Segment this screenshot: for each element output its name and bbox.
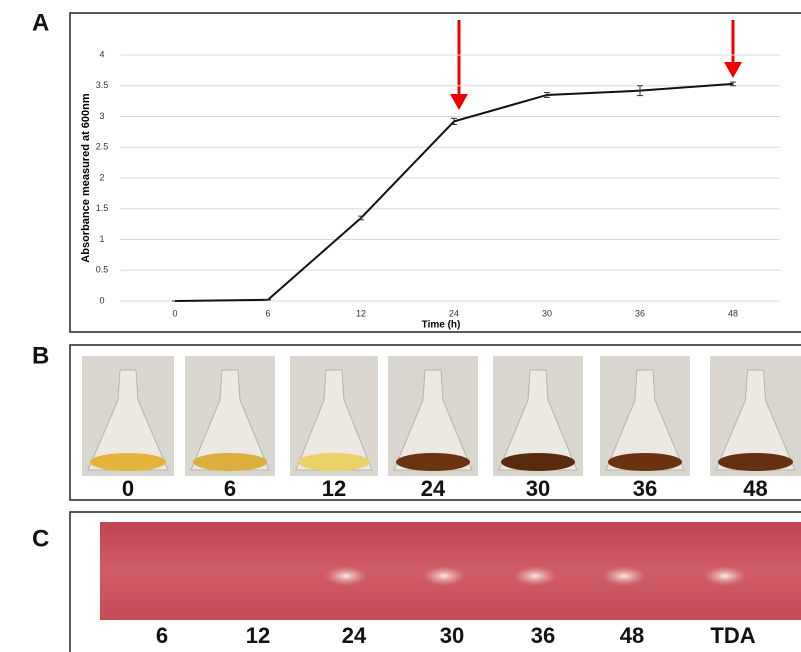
zone <box>422 566 466 586</box>
flask-liquid <box>501 453 575 471</box>
gel-label: TDA <box>710 623 755 648</box>
x-tick-label: 6 <box>265 308 270 318</box>
flask-label: 6 <box>224 476 236 501</box>
zone <box>703 566 747 586</box>
flask-liquid <box>298 453 370 471</box>
x-axis-label: Time (h) <box>422 320 461 331</box>
y-tick-label: 1.5 <box>96 203 109 213</box>
y-tick-label: 3 <box>99 111 104 121</box>
flask-label: 36 <box>633 476 657 501</box>
flask-liquid <box>90 453 166 471</box>
y-tick-label: 2.5 <box>96 142 109 152</box>
flask-label: 24 <box>421 476 446 501</box>
y-tick-label: 1 <box>99 234 104 244</box>
zone <box>602 566 646 586</box>
flask-liquid <box>718 453 793 471</box>
gel-label: 24 <box>342 623 367 648</box>
gel-label: 48 <box>620 623 644 648</box>
zone <box>513 566 557 586</box>
x-tick-label: 0 <box>172 308 177 318</box>
gel-label: 12 <box>246 623 270 648</box>
flask-label: 48 <box>743 476 767 501</box>
zone <box>324 566 368 586</box>
y-tick-label: 2 <box>99 172 104 182</box>
panel-frame <box>70 13 801 332</box>
y-tick-label: 0.5 <box>96 265 109 275</box>
flask-label: 30 <box>526 476 550 501</box>
flask-label: 12 <box>322 476 346 501</box>
y-tick-label: 4 <box>99 49 104 59</box>
y-tick-label: 3.5 <box>96 80 109 90</box>
x-tick-label: 24 <box>449 308 459 318</box>
gel-label: 36 <box>531 623 555 648</box>
x-tick-label: 48 <box>728 308 738 318</box>
flask-liquid <box>396 453 470 471</box>
panel-label: C <box>32 525 49 552</box>
flask-liquid <box>608 453 682 471</box>
x-tick-label: 36 <box>635 308 645 318</box>
arrow <box>724 20 742 78</box>
flask-label: 0 <box>122 476 134 501</box>
y-tick-label: 0 <box>99 295 104 305</box>
figure: A B C Absorbance measured at 600nm Time … <box>0 0 801 652</box>
arrow <box>450 20 468 110</box>
x-tick-label: 12 <box>356 308 366 318</box>
gel-label: 30 <box>440 623 464 648</box>
y-axis-label: Absorbance measured at 600nm <box>80 93 92 263</box>
gel-label: 6 <box>156 623 168 648</box>
panel-label: B <box>32 342 49 369</box>
flask-liquid <box>193 453 267 471</box>
panel-label: A <box>32 9 49 36</box>
x-tick-label: 30 <box>542 308 552 318</box>
